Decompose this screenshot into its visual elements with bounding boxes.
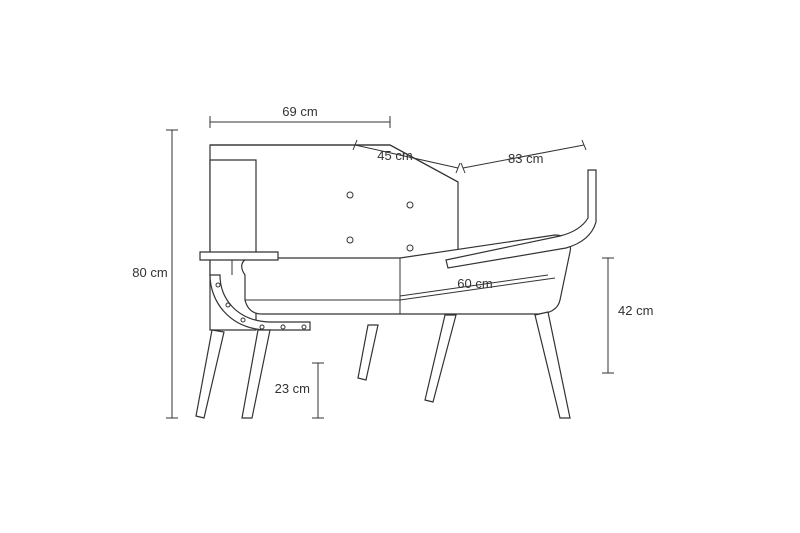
leg-front-right bbox=[535, 312, 570, 418]
dim-line-seat-height bbox=[602, 258, 614, 373]
dim-label-depth: 83 cm bbox=[508, 151, 543, 166]
left-arm-top bbox=[200, 252, 278, 260]
leg-back-right bbox=[425, 315, 456, 402]
dim-label-back-width: 45 cm bbox=[377, 148, 412, 163]
dim-label-top-width: 69 cm bbox=[282, 104, 317, 119]
leg-front-left bbox=[242, 330, 270, 418]
leg-back-left bbox=[196, 330, 224, 418]
leg-mid-support bbox=[358, 325, 378, 380]
dim-label-leg-height: 23 cm bbox=[275, 381, 310, 396]
dim-label-seat-height: 42 cm bbox=[618, 303, 653, 318]
armchair-drawing bbox=[196, 145, 596, 418]
dim-label-total-height: 80 cm bbox=[132, 265, 167, 280]
dim-label-seat-depth: 60 cm bbox=[457, 276, 492, 291]
dim-line-total-height bbox=[166, 130, 178, 418]
dim-line-leg-height bbox=[312, 363, 324, 418]
